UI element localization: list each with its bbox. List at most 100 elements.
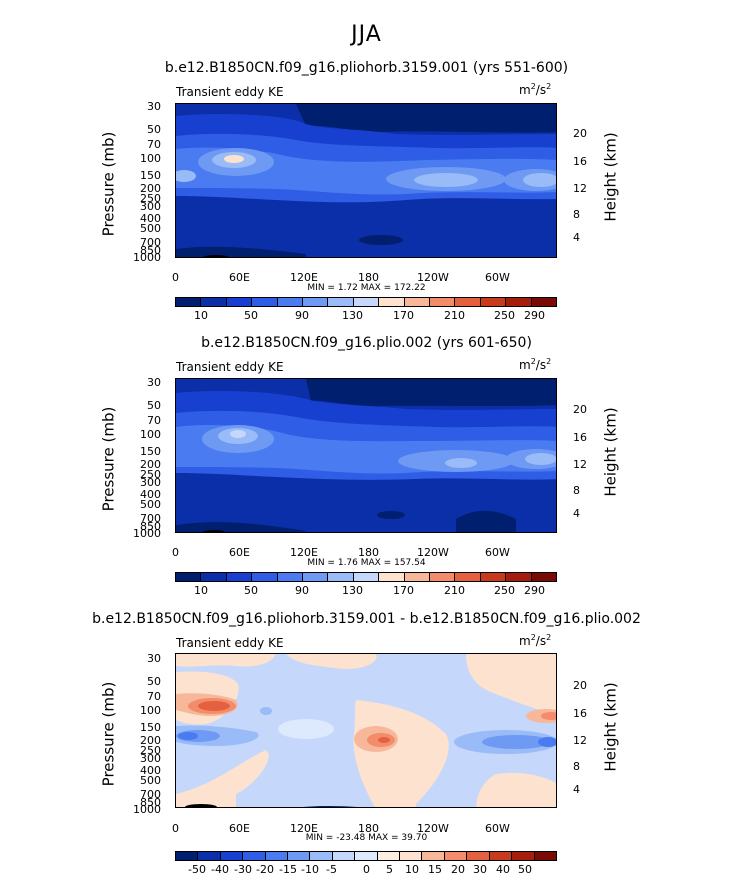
- lon-tick: 60E: [229, 822, 250, 835]
- colorbar-swatch: [444, 852, 468, 860]
- pressure-tick: 300: [140, 752, 161, 765]
- panel-title: b.e12.B1850CN.f09_g16.plio.002 (yrs 601-…: [201, 335, 532, 351]
- contour-plot: [175, 378, 557, 533]
- colorbar-swatch: [303, 573, 329, 581]
- pressure-tick: 200: [140, 458, 161, 471]
- lon-tick: 120E: [290, 546, 318, 559]
- colorbar-swatch: [379, 573, 405, 581]
- lon-tick: 60W: [485, 271, 510, 284]
- colorbar-swatch: [404, 298, 431, 306]
- minmax-label: MIN = 1.76 MAX = 157.54: [307, 558, 426, 568]
- colorbar-swatch: [201, 573, 227, 581]
- lon-tick: 180: [358, 546, 379, 559]
- height-tick: 8: [573, 208, 580, 221]
- colorbar-swatch: [404, 573, 431, 581]
- lon-tick: 0: [172, 822, 179, 835]
- height-tick: 16: [573, 155, 587, 168]
- colorbar-label: -20: [256, 863, 274, 876]
- colorbar-swatch: [512, 852, 535, 860]
- colorbar: [175, 572, 557, 582]
- colorbar-label: -5: [326, 863, 337, 876]
- colorbar-swatch: [531, 573, 557, 581]
- colorbar-swatch: [226, 298, 253, 306]
- colorbar-label: 210: [444, 584, 465, 597]
- colorbar-label: -15: [279, 863, 297, 876]
- right-axis-label: Height (km): [601, 132, 620, 222]
- colorbar-swatch: [430, 298, 456, 306]
- colorbar-label: 10: [194, 309, 208, 322]
- colorbar-swatch: [303, 298, 329, 306]
- height-tick: 20: [573, 403, 587, 416]
- pressure-tick: 150: [140, 169, 161, 182]
- pressure-tick: 150: [140, 445, 161, 458]
- pressure-tick: 150: [140, 721, 161, 734]
- colorbar-label: 10: [405, 863, 419, 876]
- pressure-tick: 200: [140, 182, 161, 195]
- lon-tick: 120W: [417, 271, 449, 284]
- colorbar-label: 5: [386, 863, 393, 876]
- lon-tick: 60E: [229, 546, 250, 559]
- height-tick: 4: [573, 507, 580, 520]
- pressure-tick: 700: [140, 512, 161, 525]
- units-label: m2/s2: [519, 633, 552, 648]
- pressure-tick: 70: [147, 690, 161, 703]
- colorbar-label: 170: [393, 584, 414, 597]
- pressure-tick: 50: [147, 399, 161, 412]
- pressure-tick: 300: [140, 476, 161, 489]
- colorbar-swatch: [353, 573, 380, 581]
- pressure-tick: 400: [140, 212, 161, 225]
- colorbar-label: 90: [295, 584, 309, 597]
- panel-title: b.e12.B1850CN.f09_g16.pliohorb.3159.001 …: [92, 611, 641, 627]
- lon-tick: 60W: [485, 546, 510, 559]
- colorbar-label: 40: [496, 863, 510, 876]
- pressure-tick: 250: [140, 468, 161, 481]
- height-tick: 4: [573, 783, 580, 796]
- pressure-tick: 30: [147, 652, 161, 665]
- minmax-label: MIN = -23.48 MAX = 39.70: [305, 833, 428, 843]
- colorbar-swatch: [176, 852, 199, 860]
- colorbar-swatch: [226, 573, 253, 581]
- contour-plot: [175, 103, 557, 258]
- colorbar-swatch: [489, 852, 513, 860]
- pressure-tick: 500: [140, 498, 161, 511]
- lon-tick: 120E: [290, 271, 318, 284]
- height-tick: 16: [573, 431, 587, 444]
- height-tick: 12: [573, 734, 587, 747]
- colorbar-swatch: [201, 298, 227, 306]
- pressure-tick: 30: [147, 376, 161, 389]
- colorbar-swatch: [430, 573, 456, 581]
- lon-tick: 60W: [485, 822, 510, 835]
- colorbar-swatch: [277, 573, 304, 581]
- colorbar-swatch: [328, 298, 354, 306]
- pressure-tick: 300: [140, 200, 161, 213]
- colorbar-swatch: [480, 573, 507, 581]
- colorbar: [175, 851, 557, 861]
- pressure-tick: 850: [140, 796, 161, 809]
- colorbar-label: 170: [393, 309, 414, 322]
- colorbar-label: 30: [473, 863, 487, 876]
- colorbar-swatch: [176, 573, 202, 581]
- pressure-tick: 850: [140, 244, 161, 257]
- height-tick: 8: [573, 484, 580, 497]
- colorbar-swatch: [220, 852, 244, 860]
- pressure-tick: 70: [147, 414, 161, 427]
- pressure-tick: 500: [140, 774, 161, 787]
- colorbar-swatch: [455, 298, 481, 306]
- colorbar-swatch: [531, 298, 557, 306]
- pressure-tick: 200: [140, 734, 161, 747]
- height-tick: 4: [573, 231, 580, 244]
- colorbar-swatch: [252, 298, 278, 306]
- colorbar-label: 250: [494, 584, 515, 597]
- colorbar-swatch: [198, 852, 221, 860]
- pressure-tick: 850: [140, 520, 161, 533]
- colorbar-swatch: [243, 852, 266, 860]
- pressure-tick: 250: [140, 192, 161, 205]
- height-tick: 12: [573, 182, 587, 195]
- pressure-tick: 100: [140, 428, 161, 441]
- pressure-tick: 1000: [133, 803, 161, 816]
- colorbar-label: 210: [444, 309, 465, 322]
- colorbar-label: 50: [244, 584, 258, 597]
- colorbar-swatch: [534, 852, 556, 860]
- colorbar-swatch: [506, 298, 532, 306]
- pressure-tick: 700: [140, 788, 161, 801]
